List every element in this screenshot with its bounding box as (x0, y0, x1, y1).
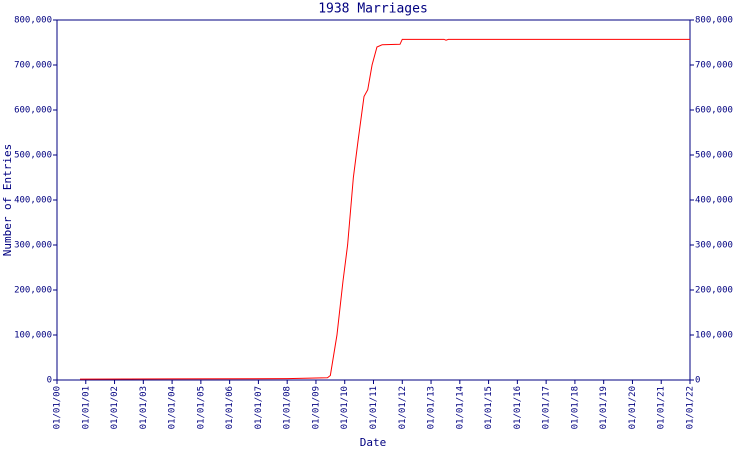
x-tick-label: 01/01/02 (110, 386, 120, 429)
y-tick-label: 200,000 (14, 286, 52, 296)
y2-tick-label: 200,000 (695, 286, 733, 296)
x-tick-label: 01/01/15 (484, 386, 494, 429)
x-tick-label: 01/01/00 (53, 386, 63, 429)
data-line (80, 38, 690, 380)
y-tick-label: 800,000 (14, 16, 52, 26)
y2-tick-label: 500,000 (695, 151, 733, 161)
x-tick-label: 01/01/04 (168, 386, 178, 429)
x-tick-label: 01/01/16 (513, 386, 523, 429)
x-tick-label: 01/01/18 (570, 386, 580, 429)
x-tick-label: 01/01/20 (628, 386, 638, 429)
y2-tick-label: 600,000 (695, 106, 733, 116)
x-tick-label: 01/01/21 (657, 386, 667, 429)
y2-tick-label: 800,000 (695, 16, 733, 26)
y2-tick-label: 0 (695, 376, 700, 386)
y2-tick-label: 400,000 (695, 196, 733, 206)
y-tick-label: 400,000 (14, 196, 52, 206)
x-tick-label: 01/01/08 (283, 386, 293, 429)
x-tick-label: 01/01/13 (427, 386, 437, 429)
x-tick-label: 01/01/06 (225, 386, 235, 429)
y-tick-label: 100,000 (14, 331, 52, 341)
x-axis-label: Date (360, 436, 387, 449)
x-tick-label: 01/01/03 (139, 386, 149, 429)
x-tick-label: 01/01/14 (455, 386, 465, 429)
y-tick-label: 500,000 (14, 151, 52, 161)
x-tick-label: 01/01/07 (254, 386, 264, 429)
x-tick-label: 01/01/10 (340, 386, 350, 429)
x-tick-label: 01/01/17 (542, 386, 552, 429)
y-tick-label: 300,000 (14, 241, 52, 251)
y-tick-label: 600,000 (14, 106, 52, 116)
y-axis-label: Number of Entries (1, 144, 14, 257)
plot-frame (56, 19, 691, 381)
chart-title: 1938 Marriages (318, 2, 428, 17)
y2-tick-label: 300,000 (695, 241, 733, 251)
x-tick-label: 01/01/05 (196, 386, 206, 429)
x-tick-label: 01/01/11 (369, 386, 379, 429)
x-tick-label: 01/01/01 (81, 386, 91, 429)
y2-tick-label: 700,000 (695, 61, 733, 71)
x-tick-label: 01/01/09 (311, 386, 321, 429)
x-tick-label: 01/01/19 (599, 386, 609, 429)
y-tick-label: 0 (47, 376, 52, 386)
x-tick-label: 01/01/12 (398, 386, 408, 429)
y-tick-label: 700,000 (14, 61, 52, 71)
x-tick-label: 01/01/22 (686, 386, 696, 429)
y2-tick-label: 100,000 (695, 331, 733, 341)
